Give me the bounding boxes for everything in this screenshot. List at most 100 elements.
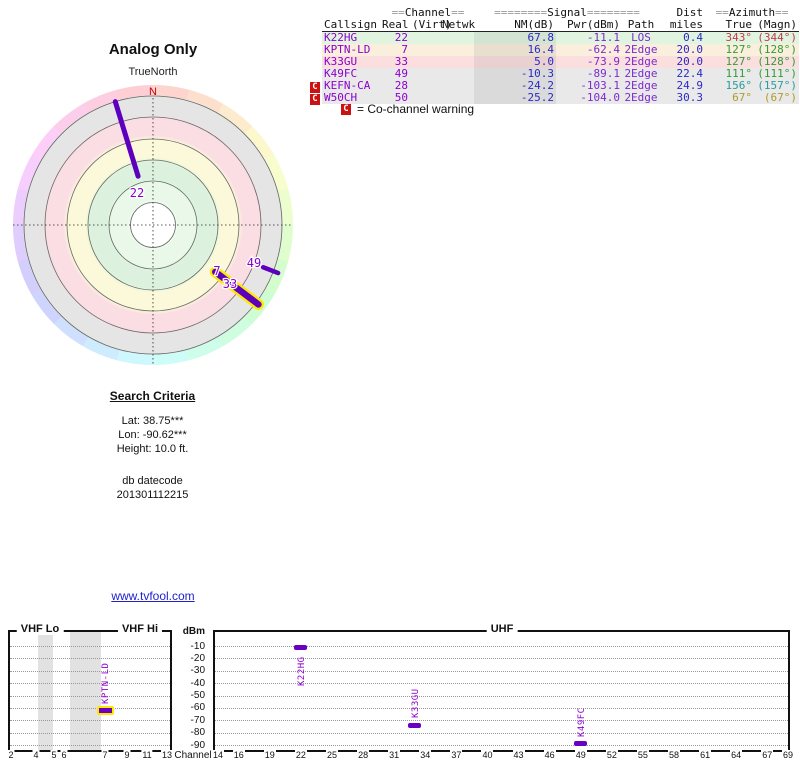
compass-n-label: N xyxy=(149,86,157,98)
column-header: Netwk xyxy=(440,18,476,32)
row-warning-cell xyxy=(305,56,322,68)
tvfool-link[interactable]: www.tvfool.com xyxy=(111,589,195,603)
column-header: Callsign xyxy=(322,19,382,32)
column-header: NM(dB) xyxy=(474,19,556,32)
latitude-value: Lat: 38.75*** xyxy=(121,415,184,427)
channel-tick-label: 61 xyxy=(699,750,712,760)
dbm-gridline xyxy=(215,745,788,746)
db-datecode-value: 201301112215 xyxy=(116,489,189,501)
distance-miles-cell: 22.4 xyxy=(660,68,705,80)
path-cell: 2Edge xyxy=(622,44,660,56)
dbm-gridline xyxy=(215,683,788,685)
dbm-gridline xyxy=(10,720,170,722)
dbm-gridline xyxy=(10,732,170,734)
column-header: Real xyxy=(382,18,410,32)
channel-virt-cell xyxy=(410,56,440,68)
path-cell: 2Edge xyxy=(622,92,660,104)
column-header: Pwr(dBm) xyxy=(556,19,622,32)
power-dbm-cell: -104.0 xyxy=(556,92,622,104)
network-cell xyxy=(440,92,474,104)
network-cell xyxy=(440,56,474,68)
channel-tick-label: 22 xyxy=(294,750,307,760)
channel-tick-label: 5 xyxy=(50,750,58,760)
channel-virt-cell xyxy=(410,32,440,44)
dbm-gridline xyxy=(215,695,788,697)
callsign-cell: KEFN-CA xyxy=(322,80,382,92)
channel-real-cell: 7 xyxy=(382,44,410,56)
dbm-gridline xyxy=(10,707,170,709)
search-criteria: Search Criteria Lat: 38.75*** Lon: -90.6… xyxy=(40,389,265,502)
search-criteria-heading: Search Criteria xyxy=(109,389,196,403)
distance-miles-cell: 30.3 xyxy=(660,92,705,104)
dbm-tick-label: -20 xyxy=(190,652,205,664)
azimuth-magn-cell: (67°) xyxy=(754,92,799,104)
spacer xyxy=(305,7,322,19)
radar-overlay: 22 733 49 N xyxy=(13,86,293,364)
co-channel-legend-text: = Co-channel warning xyxy=(357,102,475,116)
spoke-channel-label: 22 xyxy=(130,186,144,200)
dbm-tick-label: -50 xyxy=(190,690,205,701)
spacer xyxy=(305,19,322,31)
channel-real-cell: 49 xyxy=(382,68,410,80)
channel-tick-label: 6 xyxy=(60,750,68,760)
column-header: True xyxy=(705,19,754,32)
channel-tick-label: 25 xyxy=(325,750,339,760)
distance-miles-cell: 20.0 xyxy=(660,44,705,56)
nm-db-cell: 16.4 xyxy=(474,44,556,56)
spoke-channel-label: 7 xyxy=(213,264,220,278)
dbm-gridline xyxy=(215,732,788,734)
channel-real-cell: 22 xyxy=(382,32,410,44)
dist-group-header: Dist xyxy=(676,6,704,19)
channel-virt-cell xyxy=(410,68,440,80)
callsign-cell: K22HG xyxy=(322,32,382,44)
channel-group-header: ==Channel== xyxy=(391,6,465,19)
azimuth-true-cell: 343° xyxy=(705,32,754,44)
channel-tick-label: 34 xyxy=(419,750,432,760)
azimuth-true-cell: 127° xyxy=(705,56,754,68)
power-dbm-cell: -62.4 xyxy=(556,44,622,56)
row-warning-cell: C xyxy=(305,80,322,93)
power-dbm-cell: -73.9 xyxy=(556,56,622,68)
dbm-gridline xyxy=(215,720,788,722)
channel-tick-label: 7 xyxy=(101,750,109,760)
channel-virt-cell xyxy=(410,80,440,92)
vhf-hi-band-label: VHF Hi xyxy=(117,623,163,635)
co-channel-warning-icon: C xyxy=(310,82,320,93)
power-dbm-cell: -89.1 xyxy=(556,68,622,80)
dbm-tick-label: -70 xyxy=(190,714,205,726)
channel-tick-label: 11 xyxy=(141,750,153,760)
radar-plot: 22 7 33 49 N xyxy=(13,85,293,365)
true-north-label: TrueNorth xyxy=(128,66,178,78)
dbm-gridline xyxy=(215,670,788,672)
co-channel-warning-icon: C xyxy=(310,94,320,105)
channel-tick-label: 28 xyxy=(357,750,370,760)
path-cell: 2Edge xyxy=(622,68,660,80)
channel-virt-cell xyxy=(410,92,440,104)
vhf-gray-band xyxy=(70,632,101,750)
channel-tick-label: 58 xyxy=(668,750,681,760)
channel-tick-label: 19 xyxy=(263,750,276,760)
channel-tick-label: 4 xyxy=(32,750,40,760)
column-header: (Magn) xyxy=(754,19,799,32)
channel-real-cell: 28 xyxy=(382,80,410,92)
longitude-value: Lon: -90.62*** xyxy=(118,429,187,441)
azimuth-true-cell: 111° xyxy=(705,68,754,80)
signal-marker xyxy=(574,741,588,747)
dbm-tick-label: -80 xyxy=(190,727,205,739)
dbm-tick-label: -40 xyxy=(190,677,205,689)
azimuth-magn-cell: (128°) xyxy=(754,56,799,68)
spoke-channel-label: 49 xyxy=(247,256,261,270)
dbm-gridline xyxy=(10,670,170,672)
azimuth-true-cell: 156° xyxy=(705,80,754,92)
signal-callsign-label: K49FC xyxy=(576,707,587,737)
dbm-gridline xyxy=(10,695,170,697)
column-header: Path xyxy=(622,19,660,32)
azimuth-magn-cell: (157°) xyxy=(754,80,799,92)
dbm-gridline xyxy=(10,745,170,746)
column-header: (Virt) xyxy=(410,18,452,32)
channel-tick-label: 14 xyxy=(211,750,225,760)
row-warning-cell xyxy=(305,44,322,56)
azimuth-true-cell: 67° xyxy=(705,92,754,104)
channel-tick-label: 69 xyxy=(782,750,795,760)
